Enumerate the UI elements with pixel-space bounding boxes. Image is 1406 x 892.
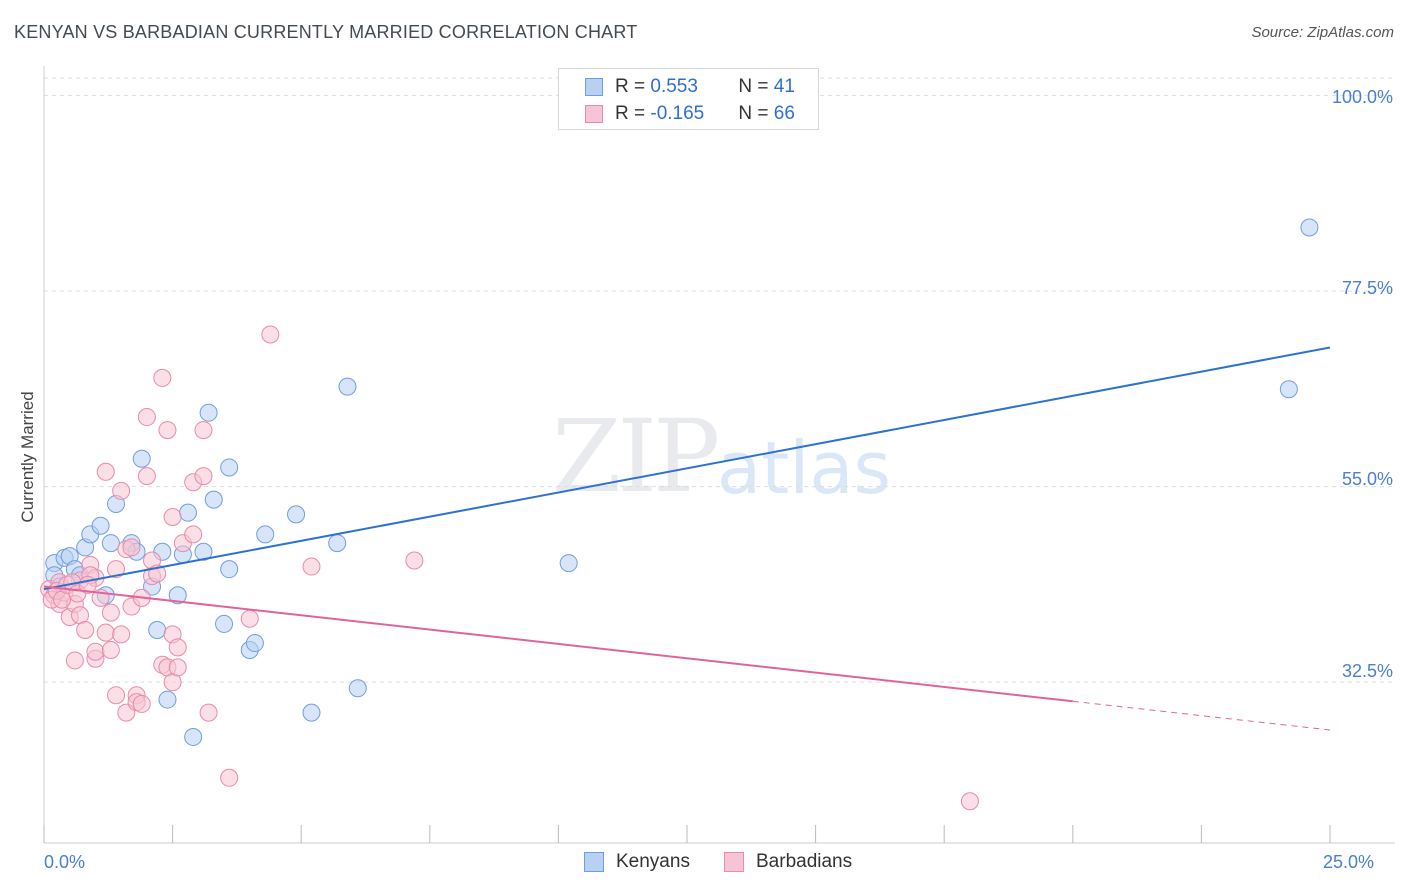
kenyan-point-32 — [256, 525, 275, 544]
barbadian-point-34 — [137, 467, 156, 486]
barbadian-point-38 — [153, 368, 172, 387]
kenyan-point-37 — [348, 679, 367, 698]
kenyan-point-17 — [148, 621, 167, 640]
source-label: Source: ZipAtlas.com — [1251, 24, 1394, 41]
barbadian-point-55 — [261, 325, 280, 344]
legend-swatch-barbadians — [724, 852, 744, 872]
barbadian-point-53 — [220, 768, 239, 787]
barbadian-point-22 — [107, 560, 126, 579]
kenyan-point-25 — [199, 403, 218, 422]
legend-row-kenyans: R = 0.553 N = 41 — [585, 75, 795, 99]
kenyan-point-27 — [215, 614, 234, 633]
kenyan-point-39 — [1279, 380, 1298, 399]
kenyan-point-11 — [101, 534, 120, 553]
kenyan-point-23 — [184, 727, 203, 746]
barbadian-point-51 — [194, 467, 213, 486]
legend-n-value: 66 — [773, 103, 795, 124]
barbadian-point-54 — [240, 609, 259, 628]
barbadian-point-20 — [101, 641, 120, 660]
kenyan-point-24 — [194, 542, 213, 561]
barbadian-point-46 — [168, 658, 187, 677]
legend-item-barbadians[interactable]: Barbadians — [724, 851, 852, 873]
barbadian-point-43 — [163, 508, 182, 527]
kenyan-point-38 — [559, 554, 578, 573]
barbadian-point-56 — [302, 557, 321, 576]
y-tick-label-55: 55.0% — [1341, 469, 1393, 489]
kenyan-point-35 — [328, 534, 347, 553]
kenyan-point-26 — [204, 490, 223, 509]
barbadian-point-49 — [184, 525, 203, 544]
barbadian-point-13 — [86, 642, 105, 661]
watermark-zip: ZIP — [552, 398, 720, 515]
x-tick-label-max: 25.0% — [1323, 852, 1375, 872]
stats-legend: R = 0.553 N = 41 R = -0.165 N = 66 — [558, 68, 819, 130]
legend-n-label: N = — [738, 76, 774, 97]
trendline-barbadians-2 — [1072, 700, 1331, 731]
legend-r-label: R = — [615, 103, 651, 124]
kenyan-point-31 — [245, 634, 264, 653]
legend-item-kenyans[interactable]: Kenyans — [584, 851, 690, 873]
x-tick-label-min: 0.0% — [44, 852, 86, 872]
kenyan-point-20 — [168, 586, 187, 605]
barbadian-point-23 — [112, 481, 131, 500]
trendline-kenyans-0 — [43, 346, 1331, 591]
barbadian-point-52 — [199, 703, 218, 722]
y-tick-label-100: 100.0% — [1331, 87, 1393, 107]
kenyan-point-36 — [338, 377, 357, 396]
barbadian-point-40 — [158, 421, 177, 440]
kenyan-point-19 — [158, 690, 177, 709]
barbadian-point-28 — [122, 538, 141, 557]
barbadian-point-50 — [194, 421, 213, 440]
barbadian-point-17 — [96, 623, 115, 642]
barbadian-point-7 — [65, 651, 84, 670]
y-tick-label-32-5: 32.5% — [1341, 661, 1393, 681]
legend-label-barbadians: Barbadians — [756, 851, 853, 872]
kenyan-point-33 — [287, 505, 306, 524]
kenyan-point-34 — [302, 703, 321, 722]
legend-swatch-pink — [585, 105, 603, 123]
legend-r-value: 0.553 — [650, 76, 698, 97]
legend-n-value: 41 — [773, 76, 795, 97]
barbadian-point-31 — [132, 694, 151, 713]
kenyan-point-40 — [1300, 218, 1319, 237]
legend-swatch-kenyans — [584, 852, 604, 872]
kenyan-point-22 — [179, 503, 198, 522]
barbadian-point-24 — [112, 625, 131, 644]
chart-title: KENYAN VS BARBADIAN CURRENTLY MARRIED CO… — [14, 22, 638, 42]
barbadian-point-10 — [76, 621, 95, 640]
kenyan-point-15 — [132, 449, 151, 468]
legend-r-value: -0.165 — [650, 103, 705, 124]
barbadian-point-45 — [168, 638, 187, 657]
barbadian-point-33 — [137, 408, 156, 427]
trendline-barbadians-1 — [43, 585, 1073, 703]
legend-swatch-blue — [585, 78, 603, 96]
legend-r-label: R = — [615, 76, 651, 97]
kenyan-point-28 — [220, 560, 239, 579]
barbadian-point-57 — [405, 551, 424, 570]
series-legend: Kenyans Barbadians — [0, 851, 1406, 877]
barbadian-point-21 — [107, 686, 126, 705]
watermark-atlas: atlas — [717, 426, 891, 510]
barbadian-point-19 — [101, 603, 120, 622]
legend-n-label: N = — [738, 103, 774, 124]
kenyan-point-9 — [91, 516, 110, 535]
barbadian-point-18 — [96, 462, 115, 481]
barbadian-point-58 — [960, 792, 979, 811]
legend-label-kenyans: Kenyans — [616, 851, 690, 872]
y-tick-label-77-5: 77.5% — [1341, 278, 1393, 298]
legend-row-barbadians: R = -0.165 N = 66 — [585, 102, 795, 126]
kenyan-point-29 — [220, 458, 239, 477]
